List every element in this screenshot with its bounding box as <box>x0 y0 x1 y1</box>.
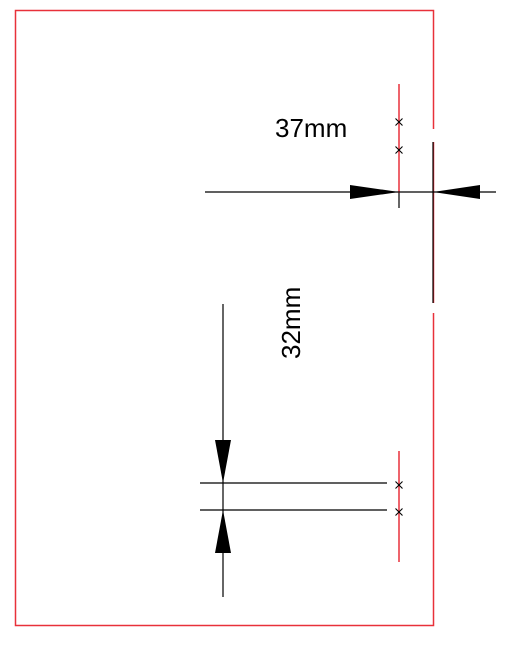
cross-marker <box>395 146 403 154</box>
cross-marker <box>395 481 403 489</box>
dimension-label-horizontal: 37mm <box>275 113 347 143</box>
cross-marker <box>395 508 403 516</box>
arrowhead-right <box>433 185 480 199</box>
arrowhead-up <box>215 510 231 553</box>
vertical-dimension: 32mm <box>200 287 403 597</box>
arrowhead-left <box>350 185 399 199</box>
sheet-border <box>14 9 435 627</box>
arrowhead-down <box>215 440 231 483</box>
border-gap-bottom <box>429 303 437 313</box>
dimension-label-vertical: 32mm <box>276 287 306 359</box>
cross-marker <box>395 118 403 126</box>
border-gap-top <box>429 129 437 142</box>
horizontal-dimension: 37mm <box>205 84 496 303</box>
